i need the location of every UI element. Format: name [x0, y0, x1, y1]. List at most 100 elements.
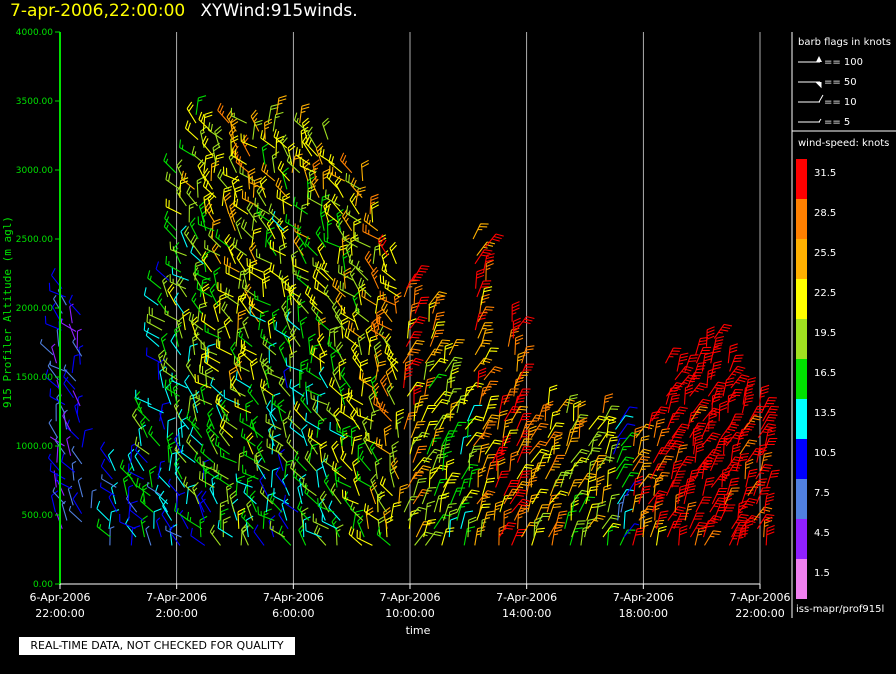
barb-column [683, 336, 715, 546]
wind-barb [167, 283, 177, 306]
wind-barb [223, 316, 232, 339]
wind-barb [690, 406, 708, 422]
wind-barb [357, 333, 366, 356]
wind-barb [677, 484, 688, 505]
barb-column [491, 388, 522, 546]
wind-barb [370, 201, 379, 223]
wind-barb [476, 280, 492, 298]
wind-barb [164, 379, 180, 397]
wind-barb [197, 216, 215, 232]
x-tick-date: 7-Apr-2006 [379, 591, 440, 604]
wind-barb [188, 201, 198, 223]
wind-barb [378, 326, 391, 347]
barb-column [119, 443, 141, 546]
wind-barb [741, 394, 755, 414]
wind-barb [556, 398, 575, 414]
wind-barb [293, 234, 304, 256]
wind-barb [653, 471, 670, 488]
x-tick-time: 14:00:00 [502, 607, 551, 620]
wind-barb [684, 501, 697, 521]
wind-barb [262, 336, 277, 356]
barb-column [438, 339, 469, 546]
wind-barb [328, 377, 343, 397]
wind-barb [441, 430, 458, 447]
legend-panel: barb flags in knots == 100 == 50 == 10 == 5… [791, 32, 896, 618]
wind-barb [316, 465, 324, 488]
speed-legend-label: 4.5 [814, 528, 830, 539]
wind-barb [163, 153, 177, 174]
speed-legend-title: wind-speed: knots [798, 138, 889, 149]
wind-barb [179, 139, 195, 157]
wind-barb [476, 503, 491, 521]
wind-barb [182, 308, 191, 331]
wind-barb [323, 474, 334, 496]
wind-barb [687, 468, 700, 488]
wind-barb [673, 512, 690, 530]
wind-barb [537, 403, 552, 422]
wind-barb [229, 200, 238, 223]
wind-barb [356, 529, 373, 546]
wind-barb [667, 394, 681, 414]
wind-barb [444, 356, 463, 372]
wind-barb [293, 112, 308, 132]
wind-barb [760, 451, 773, 471]
wind-barb [157, 467, 171, 488]
wind-barb [384, 344, 399, 364]
wind-barb [498, 522, 517, 538]
wind-barb [328, 154, 343, 174]
wind-barb [185, 484, 197, 505]
wind-barb [495, 470, 510, 488]
wind-barb [259, 473, 268, 496]
wind-barb [305, 412, 321, 430]
flag-10-icon [818, 94, 824, 103]
wind-barb [289, 379, 305, 397]
wind-barb [744, 458, 754, 480]
wind-barb [249, 419, 264, 439]
wind-barb [331, 440, 339, 463]
wind-barb [304, 450, 317, 472]
wind-barb [718, 400, 728, 422]
wind-barb [72, 390, 81, 407]
wind-barb [271, 433, 281, 455]
wind-barb [237, 309, 247, 331]
wind-barb [211, 242, 222, 265]
wind-barb [304, 235, 318, 256]
wind-barb [234, 398, 252, 414]
wind-barb [412, 265, 430, 281]
wind-barb [282, 192, 291, 215]
wind-barb [217, 102, 230, 124]
wind-barb [62, 411, 72, 432]
wind-barb [692, 425, 702, 447]
wind-barb [191, 292, 203, 314]
wind-barb [408, 316, 428, 331]
wind-barb [745, 468, 758, 488]
wind-barb [571, 489, 590, 505]
wind-barb [302, 516, 311, 538]
wind-barb [547, 503, 562, 521]
wind-barb [372, 316, 381, 339]
wind-barb [441, 527, 455, 546]
wind-barb [242, 464, 259, 480]
wind-barb [332, 277, 346, 298]
wind-barb [756, 443, 769, 463]
wind-barb [532, 461, 547, 480]
wind-barb [689, 512, 705, 530]
wind-barb [306, 189, 323, 207]
barb-column [718, 343, 750, 546]
wind-barb [369, 440, 380, 463]
wind-barb [710, 473, 730, 488]
wind-barb [407, 506, 427, 521]
wind-barb [239, 292, 251, 314]
y-tick-label: 2000.00 [16, 304, 53, 314]
y-tick-label: 3500.00 [16, 97, 53, 107]
wind-barb [414, 296, 430, 314]
wind-barb [511, 301, 520, 322]
wind-barb [433, 339, 451, 356]
wind-barb [176, 159, 185, 182]
wind-barb [516, 413, 532, 430]
wind-barb [202, 167, 213, 190]
wind-barb [577, 400, 586, 422]
wind-barb [286, 434, 299, 455]
wind-barb [617, 423, 636, 439]
